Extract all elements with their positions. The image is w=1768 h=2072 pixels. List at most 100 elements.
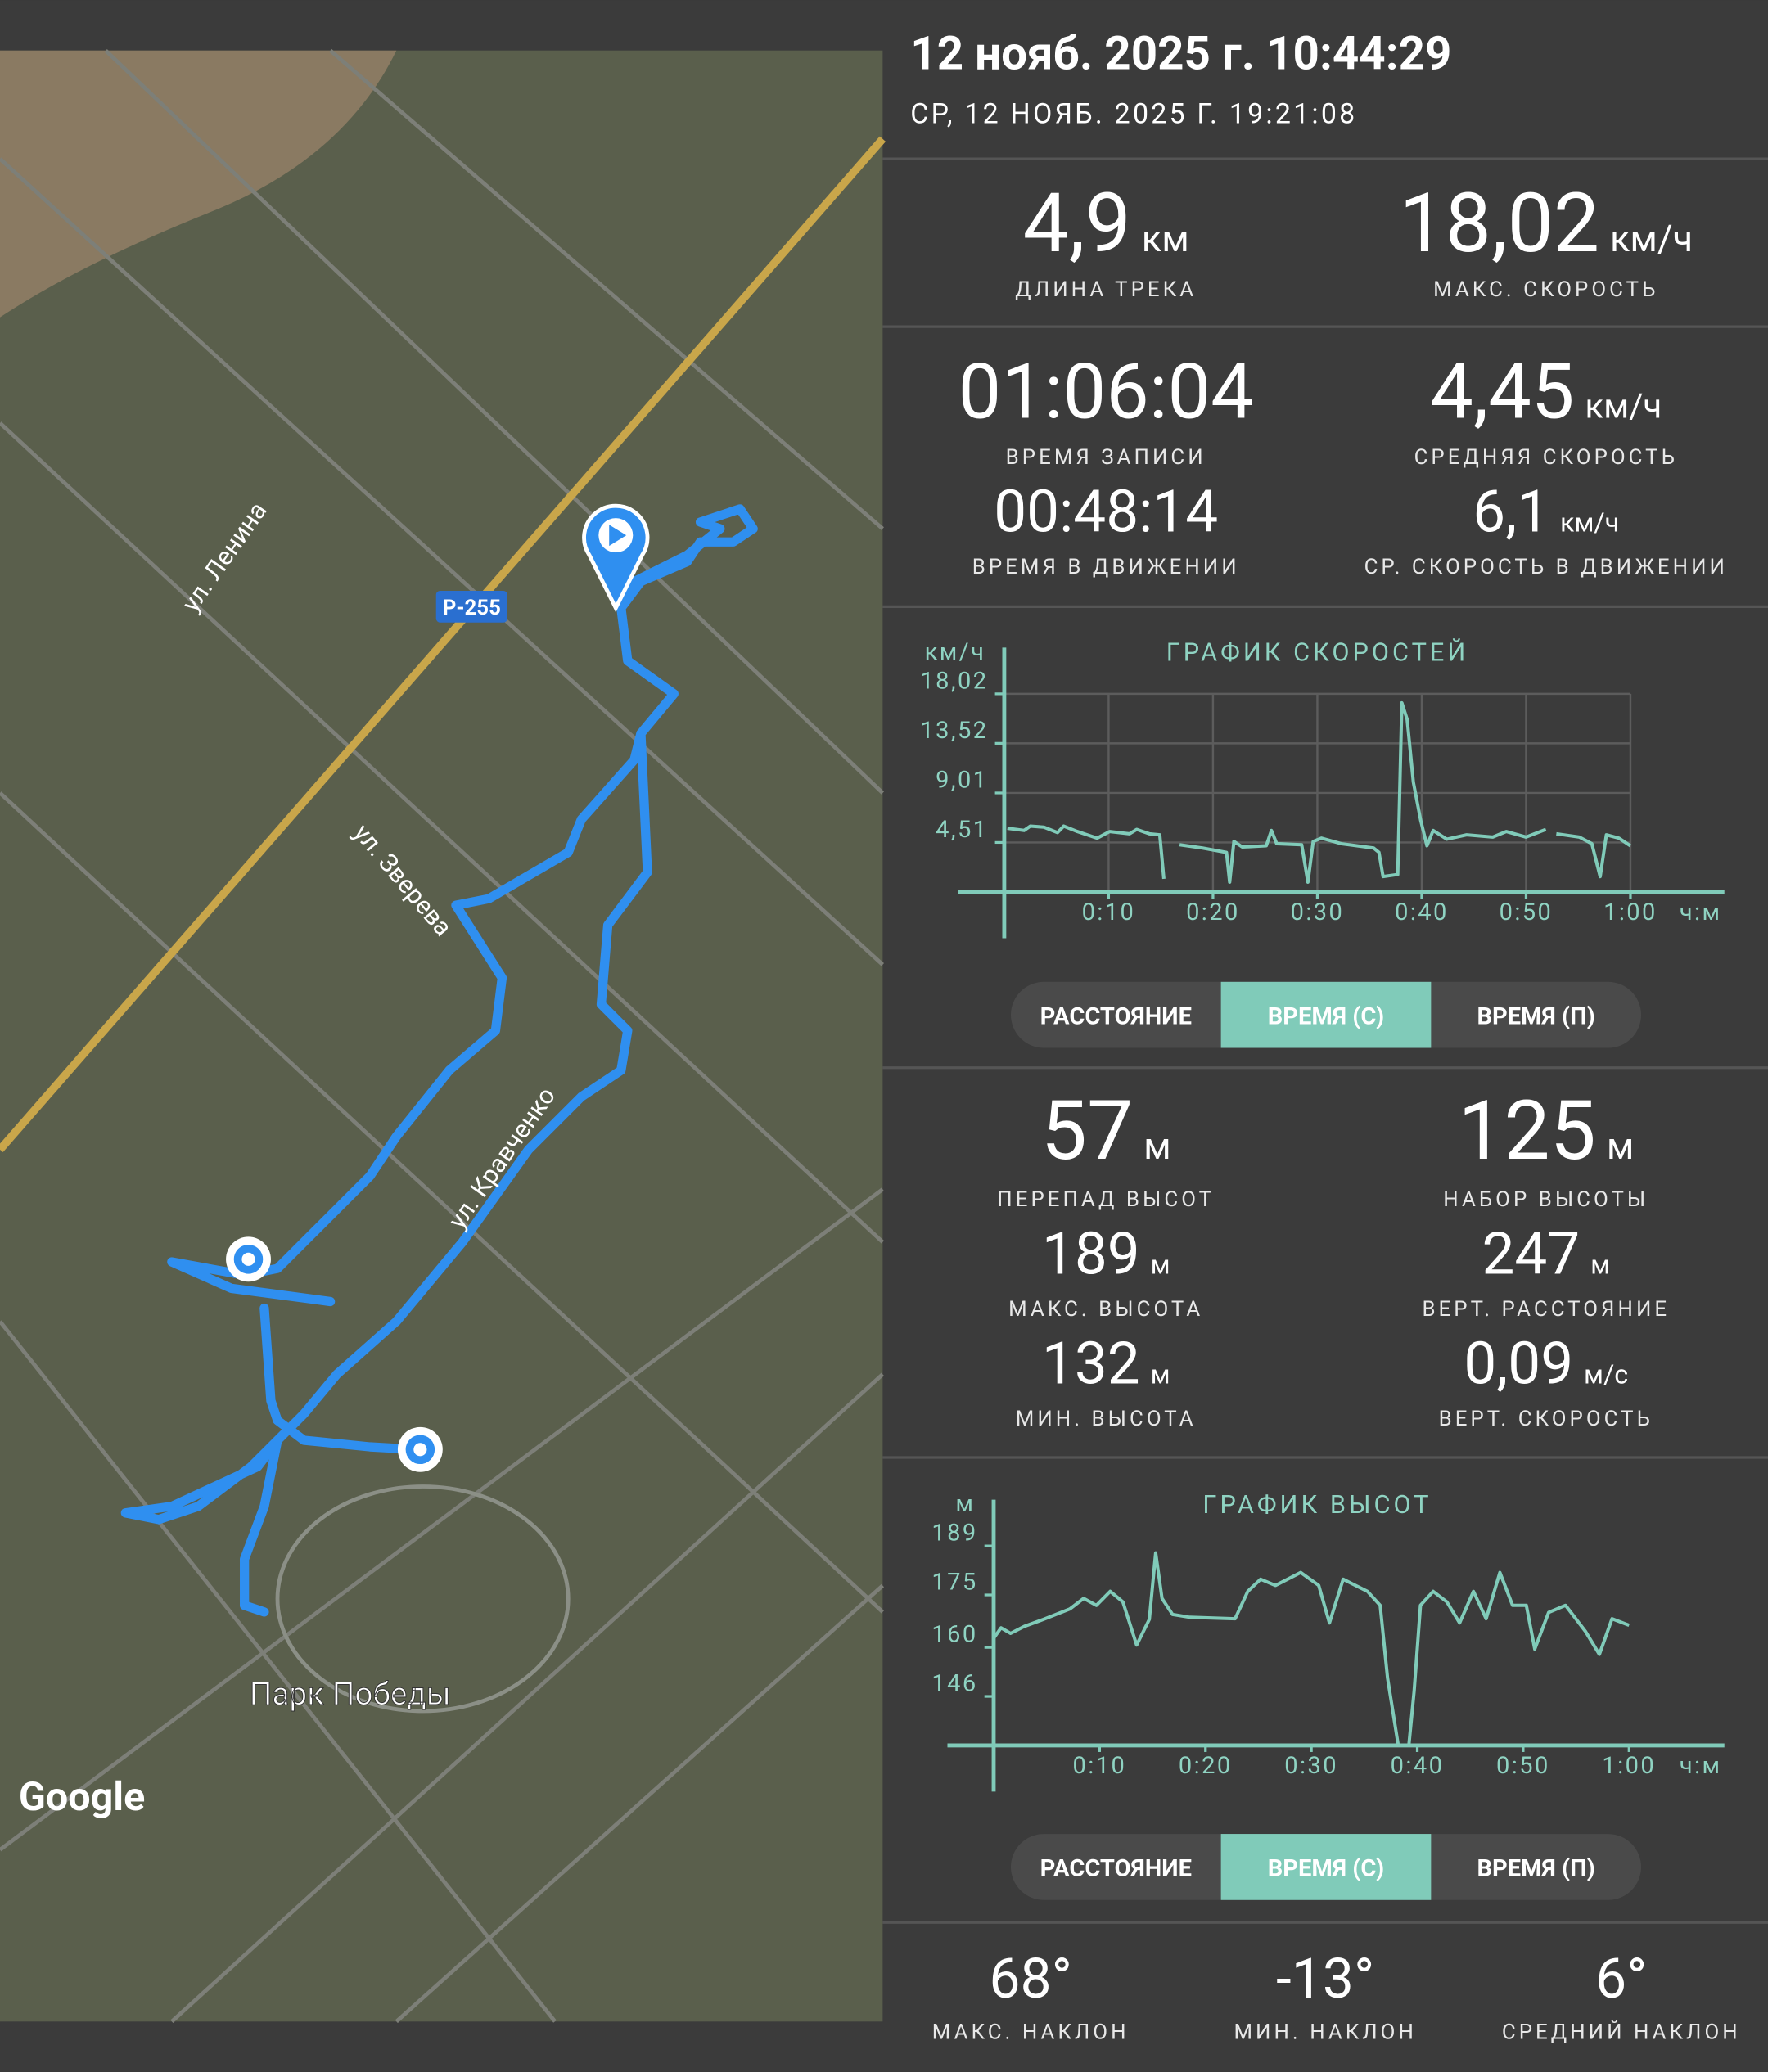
stat-label: ВРЕМЯ В ДВИЖЕНИИ: [972, 555, 1240, 579]
track-subtitle: СР, 12 НОЯБ. 2025 Г. 19:21:08: [910, 98, 1357, 130]
tab-active: [1220, 1834, 1432, 1900]
stat-label: МАКС. ВЫСОТА: [1008, 1297, 1203, 1322]
x-tick-label: 0:50: [1500, 899, 1554, 926]
x-tick-label: 0:20: [1179, 1752, 1233, 1780]
stat-unit: м: [1151, 1359, 1170, 1390]
chart-tabs[interactable]: РАССТОЯНИЕ ВРЕМЯ (С) ВРЕМЯ (П): [1010, 1834, 1642, 1900]
data-line: [992, 1551, 1630, 1747]
map-imagery: [0, 50, 883, 2022]
tab-label[interactable]: ВРЕМЯ (С): [1268, 1855, 1384, 1883]
stat-label: МИН. НАКЛОН: [1234, 2020, 1416, 2044]
stat-unit: м: [1607, 1125, 1635, 1169]
stat-unit: км/ч: [1560, 507, 1619, 538]
stat-label: ВРЕМЯ ЗАПИСИ: [1006, 445, 1206, 470]
chart-title: ГРАФИК ВЫСОТ: [1202, 1491, 1432, 1520]
stat-label: ВЕРТ. СКОРОСТЬ: [1439, 1407, 1653, 1431]
stat-number: 247: [1482, 1221, 1580, 1289]
stat-number: 189: [1042, 1221, 1140, 1289]
stat-value: 01:06:04: [958, 346, 1254, 436]
tab-label[interactable]: ВРЕМЯ (С): [1268, 1002, 1384, 1030]
stat-number: 4,9: [1023, 176, 1131, 272]
stat-label: ДЛИНА ТРЕКА: [1015, 277, 1197, 302]
stat-value: 00:48:14: [994, 478, 1218, 546]
stat-value: -13°: [1276, 1946, 1374, 2011]
stat-value: 189 м: [1042, 1221, 1170, 1289]
stat-number: 6°: [1595, 1946, 1647, 2011]
y-tick-label: 18,02: [920, 667, 988, 695]
x-tick-label: 0:40: [1391, 1752, 1445, 1780]
chart-tabs[interactable]: РАССТОЯНИЕ ВРЕМЯ (С) ВРЕМЯ (П): [1010, 981, 1642, 1048]
x-tick-label: 1:00: [1602, 1752, 1656, 1780]
stat-number: 6,1: [1473, 478, 1549, 546]
stat-label: СР. СКОРОСТЬ В ДВИЖЕНИИ: [1364, 555, 1728, 579]
road-shield: [435, 590, 507, 623]
stat-value: 6,1 км/ч: [1473, 478, 1619, 546]
stat-unit: м: [1143, 1125, 1171, 1169]
stat-number: -13°: [1276, 1946, 1374, 2011]
tab-active: [1220, 981, 1432, 1048]
x-tick-label: 0:40: [1395, 899, 1449, 926]
stat-unit: м: [1590, 1250, 1610, 1281]
stat-label: ВЕРТ. РАССТОЯНИЕ: [1422, 1297, 1670, 1322]
x-tick-label: 1:00: [1603, 899, 1658, 926]
y-tick-label: 160: [931, 1621, 977, 1649]
y-tick-label: 9,01: [936, 767, 988, 795]
track: [120, 504, 758, 1617]
dividers: [882, 157, 1768, 1924]
tab-label[interactable]: ВРЕМЯ (П): [1477, 1855, 1594, 1883]
stat-value: 247 м: [1482, 1221, 1610, 1289]
track-start-pin: [582, 503, 650, 613]
map-park: [275, 1484, 571, 1714]
stat-label: МАКС. НАКЛОН: [932, 2020, 1130, 2044]
y-axis-label: м: [955, 1490, 975, 1518]
stat-number: 18,02: [1399, 176, 1599, 272]
stat-label: НАБОР ВЫСОТЫ: [1443, 1187, 1648, 1212]
stat-label: ПЕРЕПАД ВЫСОТ: [997, 1187, 1215, 1212]
stat-unit: км/ч: [1610, 218, 1693, 261]
stat-value: 4,45 км/ч: [1430, 346, 1662, 436]
stat-value: 57 м: [1041, 1083, 1171, 1179]
tab-label[interactable]: РАССТОЯНИЕ: [1040, 1855, 1192, 1883]
stat-number: 01:06:04: [958, 346, 1254, 436]
tab-label[interactable]: РАССТОЯНИЕ: [1040, 1002, 1192, 1030]
stat-value: 125 м: [1458, 1083, 1634, 1179]
data-line: [1007, 700, 1632, 884]
stat-unit: км: [1142, 218, 1189, 261]
stat-value: 18,02 км/ч: [1399, 176, 1693, 272]
tab-label[interactable]: ВРЕМЯ (П): [1477, 1002, 1594, 1030]
x-tick-label: 0:30: [1284, 1752, 1338, 1780]
map-roads: [0, 48, 885, 2024]
stat-number: 0,09: [1464, 1331, 1573, 1399]
stat-label: МАКС. СКОРОСТЬ: [1433, 277, 1658, 302]
stat-value: 0,09 м/с: [1464, 1331, 1628, 1399]
track-date: 12 нояб. 2025 г. 10:44:29: [910, 26, 1451, 80]
x-axis-label: ч:м: [1680, 899, 1722, 926]
stat-value: 132 м: [1042, 1331, 1170, 1399]
stat-value: 6°: [1595, 1946, 1647, 2011]
y-axis-label: км/ч: [925, 638, 986, 666]
x-tick-label: 0:20: [1186, 899, 1240, 926]
track-end-marker: [226, 1236, 271, 1282]
stat-number: 132: [1042, 1331, 1140, 1399]
x-tick-label: 0:30: [1291, 899, 1345, 926]
stat-unit: м/с: [1584, 1359, 1628, 1390]
chart-title: ГРАФИК СКОРОСТЕЙ: [1166, 638, 1469, 668]
stat-value: 68°: [989, 1946, 1072, 2011]
stat-number: 125: [1458, 1083, 1596, 1179]
map-highway: [0, 136, 886, 1153]
stat-label: СРЕДНИЙ НАКЛОН: [1502, 2020, 1741, 2044]
y-tick-label: 189: [931, 1520, 977, 1547]
y-tick-label: 13,52: [920, 717, 988, 745]
stat-label: МИН. ВЫСОТА: [1016, 1407, 1197, 1431]
y-tick-label: 146: [931, 1670, 977, 1698]
x-tick-label: 0:10: [1073, 1752, 1127, 1780]
stat-unit: м: [1151, 1250, 1170, 1281]
stat-number: 68°: [989, 1946, 1072, 2011]
stat-unit: км/ч: [1585, 386, 1662, 426]
stat-label: СРЕДНЯЯ СКОРОСТЬ: [1414, 445, 1678, 470]
x-axis-label: ч:м: [1680, 1752, 1722, 1780]
y-tick-label: 175: [931, 1569, 977, 1597]
track-point-marker: [397, 1426, 443, 1472]
stat-number: 4,45: [1430, 346, 1574, 436]
